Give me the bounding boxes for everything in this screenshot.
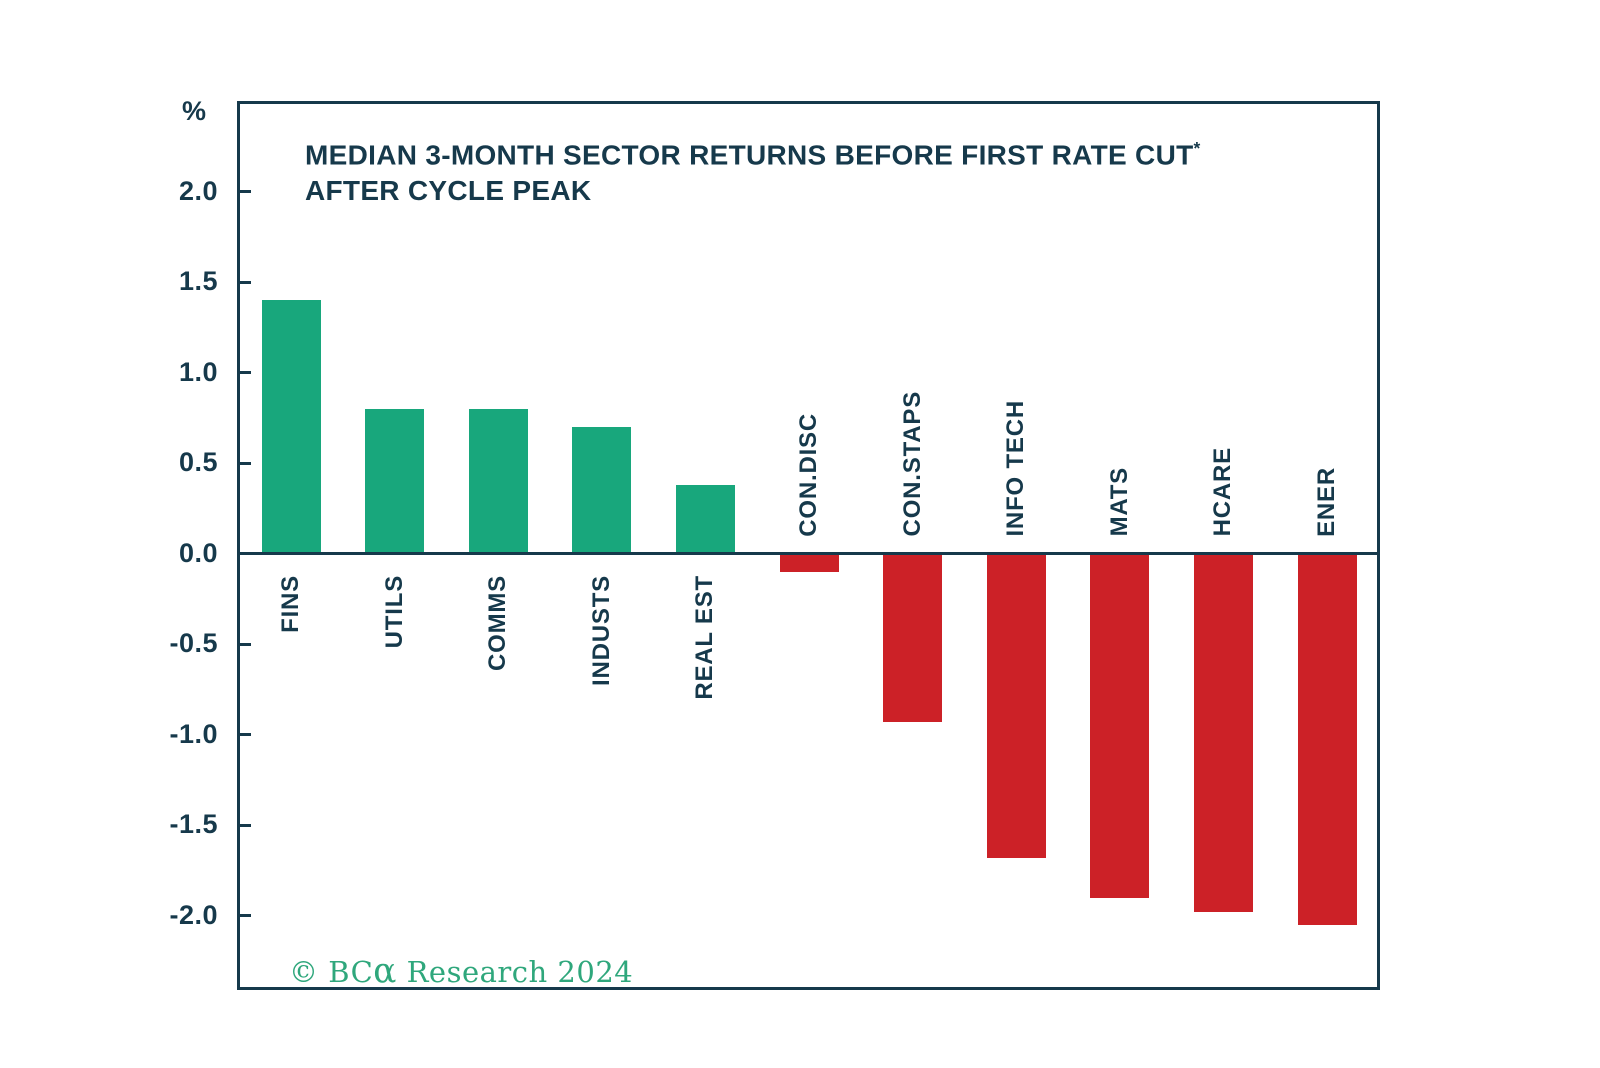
source-year-text: Research 2024 [396, 955, 634, 989]
category-label-hcare: HCARE [1209, 447, 1237, 537]
y-axis-tick [240, 733, 251, 737]
bar-info-tech [986, 553, 1046, 858]
y-axis-tick [240, 190, 251, 194]
category-label-real-est: REAL EST [691, 574, 719, 700]
bar-fins [261, 300, 321, 554]
y-axis-tick [240, 823, 251, 827]
bar-ener [1297, 553, 1357, 925]
category-label-info-tech: INFO TECH [1002, 400, 1030, 537]
category-label-fins: FINS [277, 574, 304, 633]
bar-comms [468, 408, 528, 554]
source-attribution: © BCα Research 2024 [289, 951, 633, 991]
y-axis-tick-label: -1.5 [169, 809, 218, 840]
y-axis-tick-label: -1.0 [169, 718, 218, 749]
y-axis-tick-label: -2.0 [169, 899, 218, 930]
bar-utils [365, 408, 425, 554]
y-axis-tick-label: 0.5 [178, 447, 218, 478]
chart-title: MEDIAN 3-MONTH SECTOR RETURNS BEFORE FIR… [305, 130, 1201, 209]
bar-hcare [1193, 553, 1253, 913]
bar-con-disc [779, 553, 839, 572]
chart-title-line2: AFTER CYCLE PEAK [305, 175, 592, 207]
bar-real-est [675, 484, 735, 554]
plot-area [237, 101, 1380, 990]
chart-title-footnote-marker: * [1193, 138, 1201, 158]
y-axis-tick-label: -0.5 [169, 628, 218, 659]
category-label-comms: COMMS [484, 574, 512, 671]
y-axis-tick [240, 642, 251, 646]
bar-industs [572, 426, 632, 554]
y-axis-tick [240, 371, 251, 375]
y-axis-tick [240, 914, 251, 918]
y-axis-tick-label: 1.5 [178, 266, 218, 297]
chart-title-line1: MEDIAN 3-MONTH SECTOR RETURNS BEFORE FIR… [305, 139, 1194, 171]
zero-axis-line [237, 552, 1380, 556]
y-axis-unit-label: % [182, 96, 207, 126]
category-label-utils: UTILS [380, 574, 408, 648]
y-axis-tick-label: 0.0 [178, 537, 218, 568]
y-axis-tick [240, 461, 251, 465]
bca-alpha-glyph: α [373, 951, 397, 991]
bar-mats [1090, 553, 1150, 898]
category-label-industs: INDUSTS [587, 574, 615, 686]
y-axis-tick-label: 2.0 [178, 175, 218, 206]
category-label-con-disc: CON.DISC [795, 412, 822, 537]
category-label-ener: ENER [1313, 466, 1340, 537]
source-copyright-text: © BC [289, 955, 374, 989]
bar-con-staps [883, 553, 943, 723]
category-label-con-staps: CON.STAPS [898, 391, 926, 537]
category-label-mats: MATS [1105, 467, 1133, 537]
y-axis-tick [240, 280, 251, 284]
y-axis-tick-label: 1.0 [178, 356, 218, 387]
